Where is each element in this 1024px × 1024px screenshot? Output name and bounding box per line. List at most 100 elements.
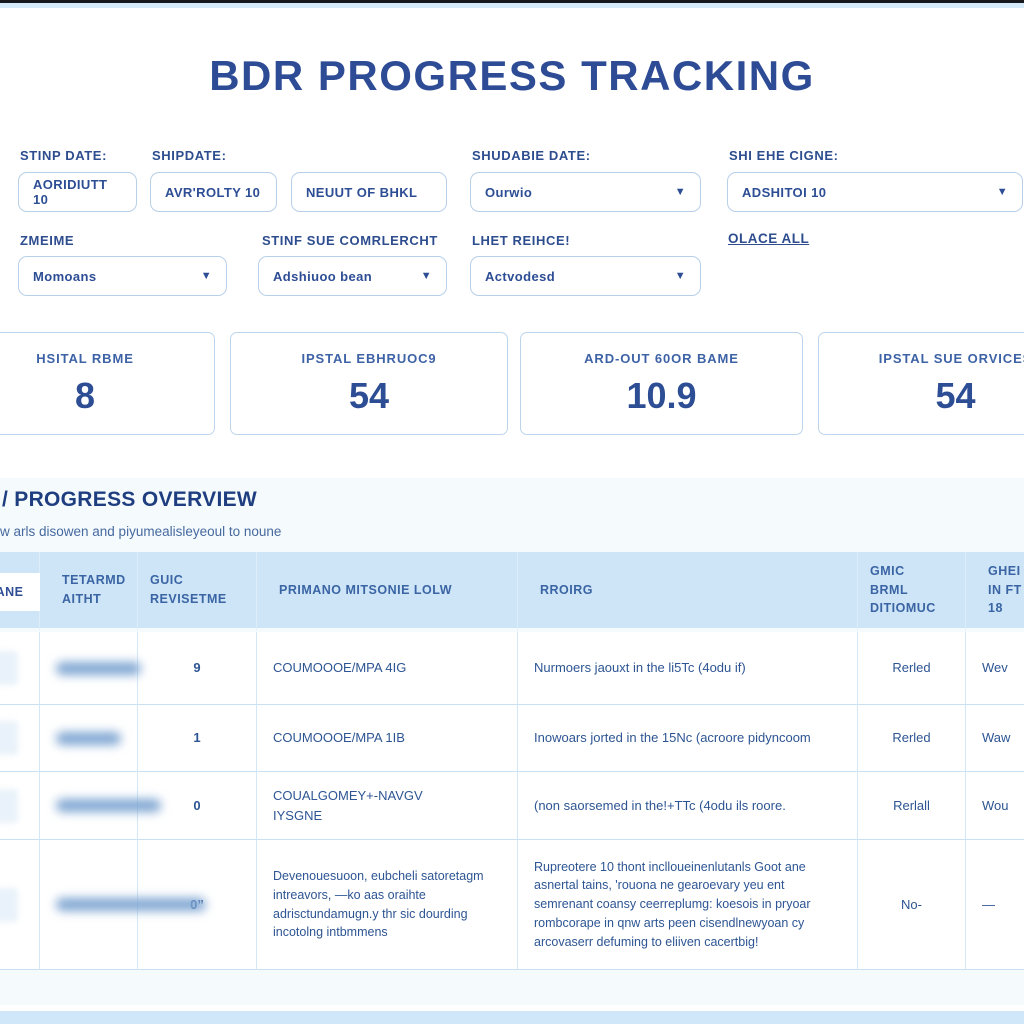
progress-cell: Rupreotere 10 thont inclloueinenlutanls …	[518, 840, 858, 970]
rep-name-cell	[40, 705, 138, 772]
column-header-rep: TETARMD AITHT	[40, 552, 138, 632]
ship-date-value: AVR'ROLTY 10	[165, 184, 261, 200]
progress-cell: (non saorsemed in the!+TTc (4odu ils roo…	[518, 772, 858, 840]
row-edge-cell	[0, 772, 40, 840]
milestone-cell: COUALGOMEY+-NAVGV IYSGNE	[257, 772, 518, 840]
milestone-text: COUALGOMEY+-NAVGV IYSGNE	[273, 788, 423, 823]
filter-label-cohort: SHI EHE CIGNE:	[729, 148, 839, 163]
extra-cell: Waw	[966, 705, 1024, 772]
column-header-label: RROIRG	[540, 583, 593, 597]
filter-label-start-date: STINP DATE:	[20, 148, 108, 163]
schedule-date-value: Ourwio	[485, 184, 533, 200]
top-dark-bar	[0, 0, 1024, 3]
cohort-select[interactable]: ADSHITOI 10 ▼	[727, 172, 1023, 212]
status-cell: Rerled	[858, 705, 966, 772]
column-header-label: GMIC BRML DITIOMUC	[870, 563, 936, 616]
table-row: 1 COUMOOOE/MPA 1IB Inowoars jorted in th…	[0, 705, 1024, 772]
milestone-cell: Devenouesuoon, eubcheli satoretagm intre…	[257, 840, 518, 970]
row-edge-cell	[0, 840, 40, 970]
section-subtitle: w arls disowen and piyumealisleyeoul to …	[0, 524, 282, 539]
column-header-name: WANE	[0, 552, 40, 632]
theme-value: Momoans	[33, 268, 97, 284]
milestone-cell: COUMOOOE/MPA 1IB	[257, 705, 518, 772]
chevron-down-icon: ▼	[420, 269, 432, 282]
secondary-date-value: NEUUT OF BHKL	[306, 184, 418, 200]
start-date-input[interactable]: AORIDIUTT 10	[18, 172, 137, 212]
cutoff-content	[0, 887, 18, 922]
redacted-name	[56, 661, 141, 675]
schedule-date-select[interactable]: Ourwio ▼	[470, 172, 701, 212]
status-cell: Rerled	[858, 632, 966, 705]
stat-card-value: 8	[74, 374, 96, 416]
redacted-name	[56, 799, 161, 812]
cutoff-content	[0, 651, 18, 685]
status-cell: No-	[858, 840, 966, 970]
filter-label-last-resource: LHET REIHCE!	[472, 233, 571, 248]
redacted-name	[56, 731, 121, 745]
stat-card-label: IPSTAL SUE ORVICES	[878, 350, 1024, 366]
chevron-down-icon: ▼	[996, 185, 1008, 198]
filter-label-ship-date: SHIPDATE:	[152, 148, 227, 163]
chevron-down-icon: ▼	[200, 269, 212, 282]
rep-name-cell	[40, 632, 141, 705]
section-title: / PROGRESS OVERVIEW	[2, 488, 258, 511]
stat-card-total-services: IPSTAL SUE ORVICES 54	[818, 332, 1024, 435]
name-header-box: WANE	[0, 573, 40, 611]
cohort-value: ADSHITOI 10	[742, 184, 827, 200]
chevron-down-icon: ▼	[674, 269, 686, 282]
redacted-name	[56, 898, 206, 911]
table-row: 0 COUALGOMEY+-NAVGV IYSGNE (non saorseme…	[0, 772, 1024, 840]
page-title: BDR PROGRESS TRACKING	[209, 52, 815, 99]
status-cell: Rerlall	[858, 772, 966, 840]
column-header-label: GUIC REVISETME	[150, 573, 227, 606]
row-edge-cell	[0, 705, 40, 772]
column-header-label: GHEI IN FT 18	[988, 563, 1022, 616]
sub-component-select[interactable]: Adshiuoo bean ▼	[258, 256, 447, 296]
milestone-text: COUMOOOE/MPA 1IB	[273, 730, 405, 746]
filter-label-schedule-date: SHUDABIE DATE:	[472, 148, 591, 163]
column-header-milestone: PRIMANO MITSONIE LOLW	[257, 552, 518, 632]
milestone-text: Devenouesuoon, eubcheli satoretagm intre…	[273, 869, 484, 940]
last-resource-select[interactable]: Actvodesd ▼	[470, 256, 701, 296]
clear-all-link[interactable]: OLACE ALL	[728, 231, 810, 246]
column-header-extra: GHEI IN FT 18	[966, 552, 1024, 632]
filter-label-theme: ZMEIME	[20, 233, 75, 248]
stat-card-label: IPSTAL EBHRUOC9	[301, 350, 437, 366]
top-blue-bar	[0, 3, 1024, 8]
sub-component-value: Adshiuoo bean	[273, 268, 373, 284]
milestone-cell: COUMOOOE/MPA 4IG	[257, 632, 518, 705]
cutoff-content	[0, 788, 18, 823]
milestone-text: COUMOOOE/MPA 4IG	[273, 660, 407, 676]
stat-card-avg-score: ARD-OUT 60OR BAME 10.9	[520, 332, 803, 435]
secondary-date-input[interactable]: NEUUT OF BHKL	[291, 172, 447, 212]
progress-cell: Inowoars jorted in the 15Nc (acroore pid…	[518, 705, 858, 772]
column-header-status: GMIC BRML DITIOMUC	[858, 552, 966, 632]
progress-table: WANE TETARMD AITHT GUIC REVISETME PRIMAN…	[0, 552, 1024, 970]
column-header-label: PRIMANO MITSONIE LOLW	[279, 583, 452, 597]
count-cell: 9	[138, 632, 257, 705]
stat-card-value: 10.9	[626, 374, 697, 416]
extra-cell: Wev	[966, 632, 1024, 705]
table-row: 9 COUMOOOE/MPA 4IG Nurmoers jaouxt in th…	[0, 632, 1024, 705]
progress-table-wrapper: WANE TETARMD AITHT GUIC REVISETME PRIMAN…	[0, 552, 1024, 970]
rep-name-cell	[40, 840, 206, 970]
stat-card-label: HSITAL RBME	[36, 350, 134, 366]
column-header-count: GUIC REVISETME	[138, 552, 257, 632]
filter-label-sub-component: STINF SUE COMRLERCHT	[262, 233, 438, 248]
row-edge-cell	[0, 632, 40, 705]
rep-name-cell	[40, 772, 161, 840]
last-resource-value: Actvodesd	[485, 268, 556, 284]
extra-cell: —	[966, 840, 1024, 970]
table-row: 0” Devenouesuoon, eubcheli satoretagm in…	[0, 840, 1024, 970]
column-header-progress: RROIRG	[518, 552, 858, 632]
bottom-blue-bar	[0, 1011, 1024, 1024]
chevron-down-icon: ▼	[674, 185, 686, 198]
column-header-label: WANE	[0, 585, 24, 599]
ship-date-input[interactable]: AVR'ROLTY 10	[150, 172, 277, 212]
column-header-label: TETARMD AITHT	[62, 573, 126, 606]
cutoff-content	[0, 721, 18, 755]
table-header-row: WANE TETARMD AITHT GUIC REVISETME PRIMAN…	[0, 552, 1024, 632]
extra-cell: Wou	[966, 772, 1024, 840]
theme-select[interactable]: Momoans ▼	[18, 256, 227, 296]
progress-cell: Nurmoers jaouxt in the li5Tc (4odu if)	[518, 632, 858, 705]
